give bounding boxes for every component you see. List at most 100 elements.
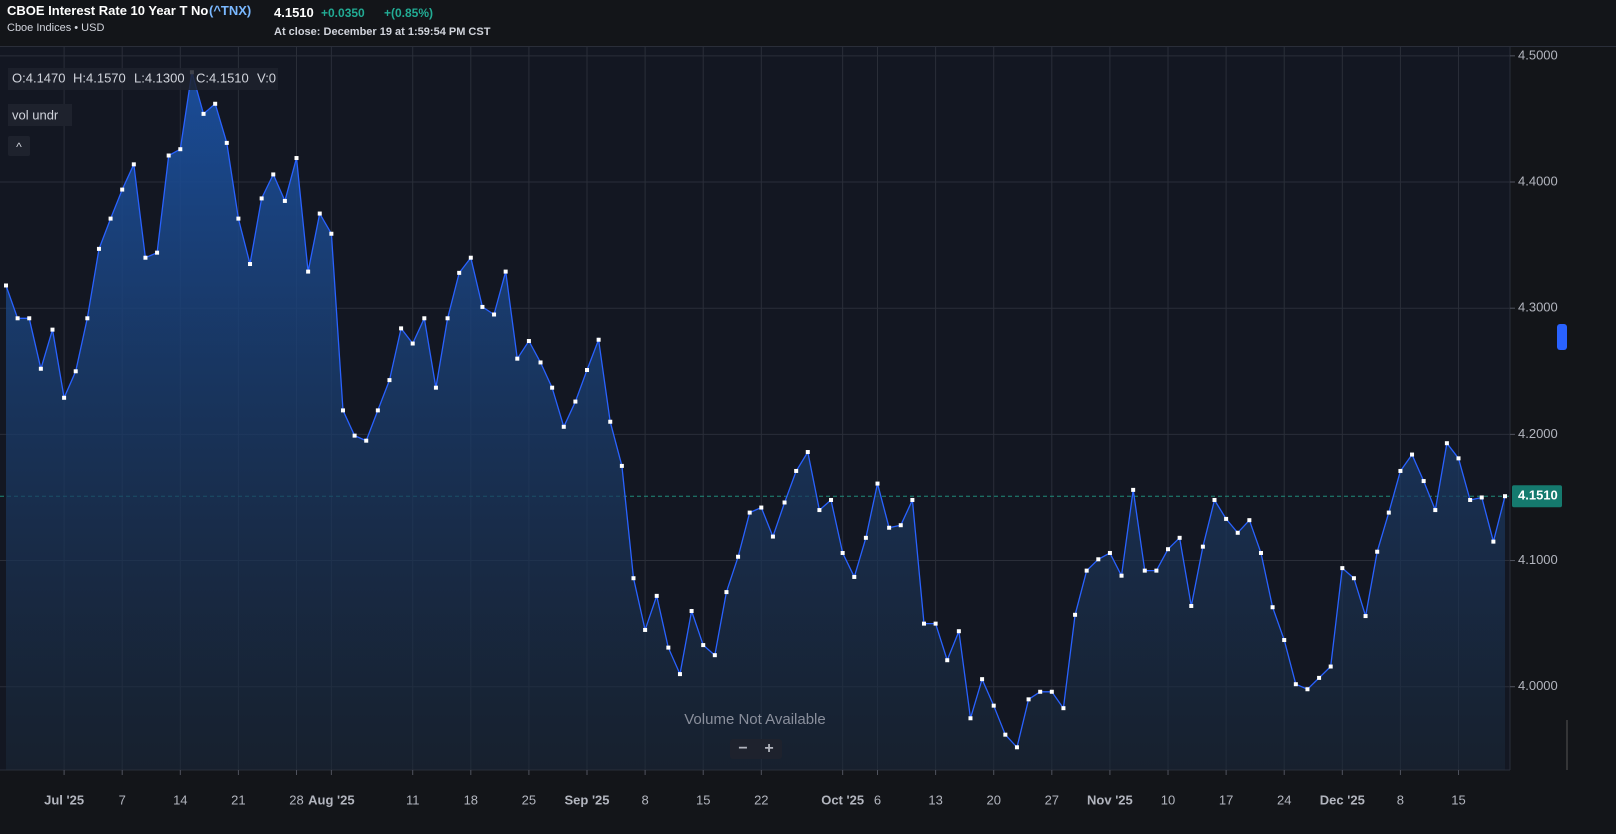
- x-tick-label: 24: [1277, 792, 1291, 807]
- data-point: [1305, 687, 1310, 692]
- data-point: [201, 111, 206, 116]
- data-point: [410, 341, 415, 346]
- data-point: [1142, 568, 1147, 573]
- header: CBOE Interest Rate 10 Year T No (^TNX) C…: [0, 0, 1616, 47]
- data-point: [1363, 614, 1368, 619]
- data-point: [1398, 468, 1403, 473]
- x-tick-label: 28: [289, 792, 303, 807]
- last-price-label: 4.1510: [1518, 488, 1558, 503]
- data-point: [329, 231, 334, 236]
- y-tick-label: 4.0000: [1518, 678, 1558, 693]
- data-point: [294, 156, 299, 161]
- data-point: [724, 590, 729, 595]
- y-tick-label: 4.5000: [1518, 47, 1558, 62]
- data-point: [50, 327, 55, 332]
- data-point: [596, 337, 601, 342]
- data-point: [701, 643, 706, 648]
- scroll-tab[interactable]: [1557, 324, 1567, 350]
- data-point: [166, 153, 171, 158]
- collapse-icon[interactable]: ^: [16, 140, 22, 154]
- data-point: [1386, 510, 1391, 515]
- data-point: [271, 172, 276, 177]
- x-tick-label: 21: [231, 792, 245, 807]
- data-point: [1340, 566, 1345, 571]
- last-price-badge: [1512, 485, 1562, 508]
- x-tick-label: 7: [119, 792, 126, 807]
- collapse-button[interactable]: [8, 136, 30, 156]
- data-point: [643, 627, 648, 632]
- y-tick-label: 4.3000: [1518, 300, 1558, 315]
- data-point: [306, 269, 311, 274]
- data-point: [1468, 497, 1473, 502]
- legend-volume: V:0: [257, 70, 276, 85]
- data-point: [631, 576, 636, 581]
- instrument-name: CBOE Interest Rate 10 Year T No: [7, 3, 209, 18]
- data-point: [1224, 516, 1229, 521]
- data-point: [573, 399, 578, 404]
- data-point: [422, 316, 427, 321]
- data-point: [1189, 603, 1194, 608]
- data-point: [399, 326, 404, 331]
- data-point: [1270, 605, 1275, 610]
- data-point: [852, 574, 857, 579]
- legend-low: L:4.1300: [134, 70, 185, 85]
- data-point: [248, 262, 253, 267]
- data-point: [980, 677, 985, 682]
- data-point: [433, 385, 438, 390]
- instrument-subtitle: Cboe Indices • USD: [7, 22, 105, 34]
- data-point: [1479, 495, 1484, 500]
- x-tick-label: 17: [1219, 792, 1233, 807]
- data-point: [1177, 535, 1182, 540]
- data-point: [1096, 557, 1101, 562]
- zoom-in[interactable]: +: [764, 740, 773, 757]
- data-point: [921, 621, 926, 626]
- data-point: [585, 368, 590, 373]
- data-point: [933, 621, 938, 626]
- data-point: [340, 408, 345, 413]
- data-point: [1073, 612, 1078, 617]
- study-bg[interactable]: [8, 104, 72, 126]
- data-point: [1503, 494, 1507, 499]
- data-point: [666, 645, 671, 650]
- data-point: [550, 385, 555, 390]
- data-point: [1328, 664, 1333, 669]
- data-point: [108, 216, 113, 221]
- instrument-symbol[interactable]: (^TNX): [209, 3, 252, 18]
- data-point: [898, 523, 903, 528]
- data-point: [259, 196, 264, 201]
- zoom-controls: [730, 739, 782, 759]
- data-point: [317, 211, 322, 216]
- data-point: [96, 246, 101, 251]
- data-point: [73, 369, 78, 374]
- data-point: [480, 304, 485, 309]
- data-point: [910, 497, 915, 502]
- data-point: [1049, 689, 1054, 694]
- data-point: [1351, 576, 1356, 581]
- data-point: [829, 497, 834, 502]
- data-point: [4, 283, 8, 288]
- legend-high: H:4.1570: [73, 70, 126, 85]
- data-point: [991, 703, 996, 708]
- price-line: [5, 72, 1506, 749]
- data-point: [1212, 497, 1217, 502]
- data-point: [619, 463, 624, 468]
- data-point: [1433, 508, 1438, 513]
- data-point: [1061, 706, 1066, 711]
- price: 4.1510: [274, 5, 314, 20]
- data-point: [1154, 568, 1159, 573]
- data-point: [224, 140, 229, 145]
- x-tick-label: Aug '25: [308, 792, 354, 807]
- data-point: [712, 653, 717, 658]
- data-point: [945, 658, 950, 663]
- legend-open: O:4.1470: [12, 70, 66, 85]
- data-point: [1258, 550, 1263, 555]
- data-point: [120, 187, 125, 192]
- study-label[interactable]: vol undr: [12, 107, 59, 122]
- data-point: [364, 438, 369, 443]
- x-tick-label: 15: [1451, 792, 1465, 807]
- zoom-out[interactable]: −: [738, 740, 747, 757]
- data-point: [887, 525, 892, 530]
- data-point: [131, 162, 136, 167]
- data-point: [561, 424, 566, 429]
- data-point: [538, 360, 543, 365]
